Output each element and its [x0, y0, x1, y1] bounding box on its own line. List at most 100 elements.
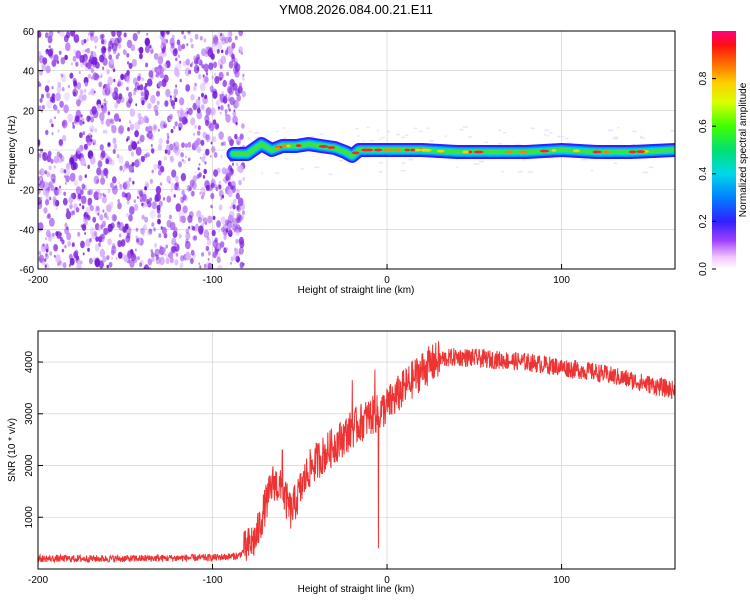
noise-speckle — [179, 262, 184, 269]
noise-speckle — [478, 160, 485, 163]
noise-speckle — [48, 236, 52, 242]
noise-speckle — [211, 90, 214, 94]
noise-speckle — [194, 82, 197, 87]
noise-speckle — [608, 129, 614, 132]
noise-speckle — [166, 144, 170, 150]
noise-speckle — [223, 234, 227, 240]
noise-speckle — [96, 167, 102, 176]
noise-speckle — [160, 165, 165, 173]
noise-speckle — [212, 38, 219, 47]
noise-speckle — [168, 251, 174, 259]
noise-speckle — [87, 73, 92, 79]
noise-speckle — [203, 263, 207, 269]
noise-speckle — [220, 226, 225, 233]
noise-speckle — [158, 160, 162, 166]
noise-speckle — [387, 130, 391, 133]
noise-speckle — [141, 202, 144, 207]
noise-speckle — [174, 242, 178, 247]
noise-speckle — [212, 215, 216, 220]
noise-speckle — [57, 155, 63, 164]
noise-speckle — [400, 170, 406, 172]
noise-speckle — [193, 132, 196, 136]
noise-speckle — [53, 165, 56, 169]
noise-speckle — [276, 130, 279, 133]
noise-speckle — [241, 76, 245, 81]
noise-speckle — [429, 140, 434, 142]
noise-speckle — [162, 63, 168, 71]
noise-speckle — [133, 199, 136, 204]
noise-speckle — [47, 150, 52, 157]
noise-speckle — [173, 88, 178, 96]
noise-speckle — [612, 138, 618, 140]
noise-speckle — [153, 104, 159, 113]
noise-speckle — [217, 264, 223, 269]
noise-speckle — [110, 31, 114, 35]
noise-speckle — [216, 220, 221, 228]
noise-speckle — [232, 162, 234, 166]
noise-speckle — [106, 69, 110, 75]
noise-speckle — [169, 98, 173, 103]
noise-speckle — [169, 155, 175, 163]
noise-speckle — [38, 105, 42, 110]
noise-speckle — [59, 232, 63, 236]
noise-speckle — [156, 204, 161, 211]
noise-speckle — [97, 103, 101, 110]
noise-speckle — [224, 109, 228, 114]
noise-speckle — [113, 143, 118, 150]
noise-speckle — [221, 194, 225, 199]
noise-speckle — [224, 36, 229, 44]
noise-speckle — [181, 43, 186, 50]
noise-speckle — [152, 123, 158, 133]
noise-speckle — [126, 200, 130, 205]
noise-speckle — [39, 180, 45, 189]
noise-speckle — [237, 141, 240, 145]
noise-speckle — [100, 224, 104, 229]
noise-speckle — [126, 97, 129, 102]
noise-speckle — [590, 169, 594, 172]
noise-speckle — [132, 33, 138, 42]
noise-speckle — [128, 177, 132, 182]
noise-speckle — [546, 134, 550, 137]
noise-speckle — [89, 124, 95, 133]
noise-speckle — [213, 61, 217, 68]
noise-speckle — [225, 172, 231, 181]
noise-speckle — [101, 53, 106, 60]
noise-speckle — [222, 79, 227, 88]
noise-speckle — [177, 44, 183, 52]
noise-speckle — [237, 197, 244, 207]
ridge-peak — [592, 150, 602, 154]
noise-speckle — [227, 31, 233, 39]
noise-speckle — [65, 175, 70, 183]
noise-speckle — [173, 142, 176, 146]
noise-speckle — [42, 152, 46, 158]
noise-speckle — [79, 89, 84, 95]
snr-y-tick-label: 1000 — [24, 506, 35, 529]
noise-speckle — [136, 238, 140, 243]
noise-speckle — [226, 220, 233, 230]
noise-speckle — [181, 116, 187, 125]
noise-speckle — [235, 192, 240, 200]
noise-speckle — [64, 167, 70, 177]
noise-speckle — [162, 247, 166, 252]
noise-speckle — [185, 240, 191, 250]
noise-speckle — [82, 121, 85, 125]
noise-speckle — [110, 222, 115, 229]
noise-speckle — [44, 170, 48, 175]
noise-speckle — [67, 113, 74, 123]
noise-speckle — [198, 262, 201, 266]
noise-speckle — [233, 109, 236, 113]
heatmap-noise-region — [38, 31, 675, 269]
noise-speckle — [56, 231, 62, 239]
noise-speckle — [65, 42, 71, 52]
noise-speckle — [473, 163, 480, 165]
noise-speckle — [178, 209, 185, 219]
noise-speckle — [128, 144, 133, 152]
noise-speckle — [177, 54, 180, 58]
ridge-peak — [468, 150, 473, 154]
noise-speckle — [174, 259, 179, 266]
noise-speckle — [55, 186, 58, 190]
noise-speckle — [235, 88, 241, 97]
noise-speckle — [108, 50, 111, 55]
noise-speckle — [57, 188, 62, 195]
